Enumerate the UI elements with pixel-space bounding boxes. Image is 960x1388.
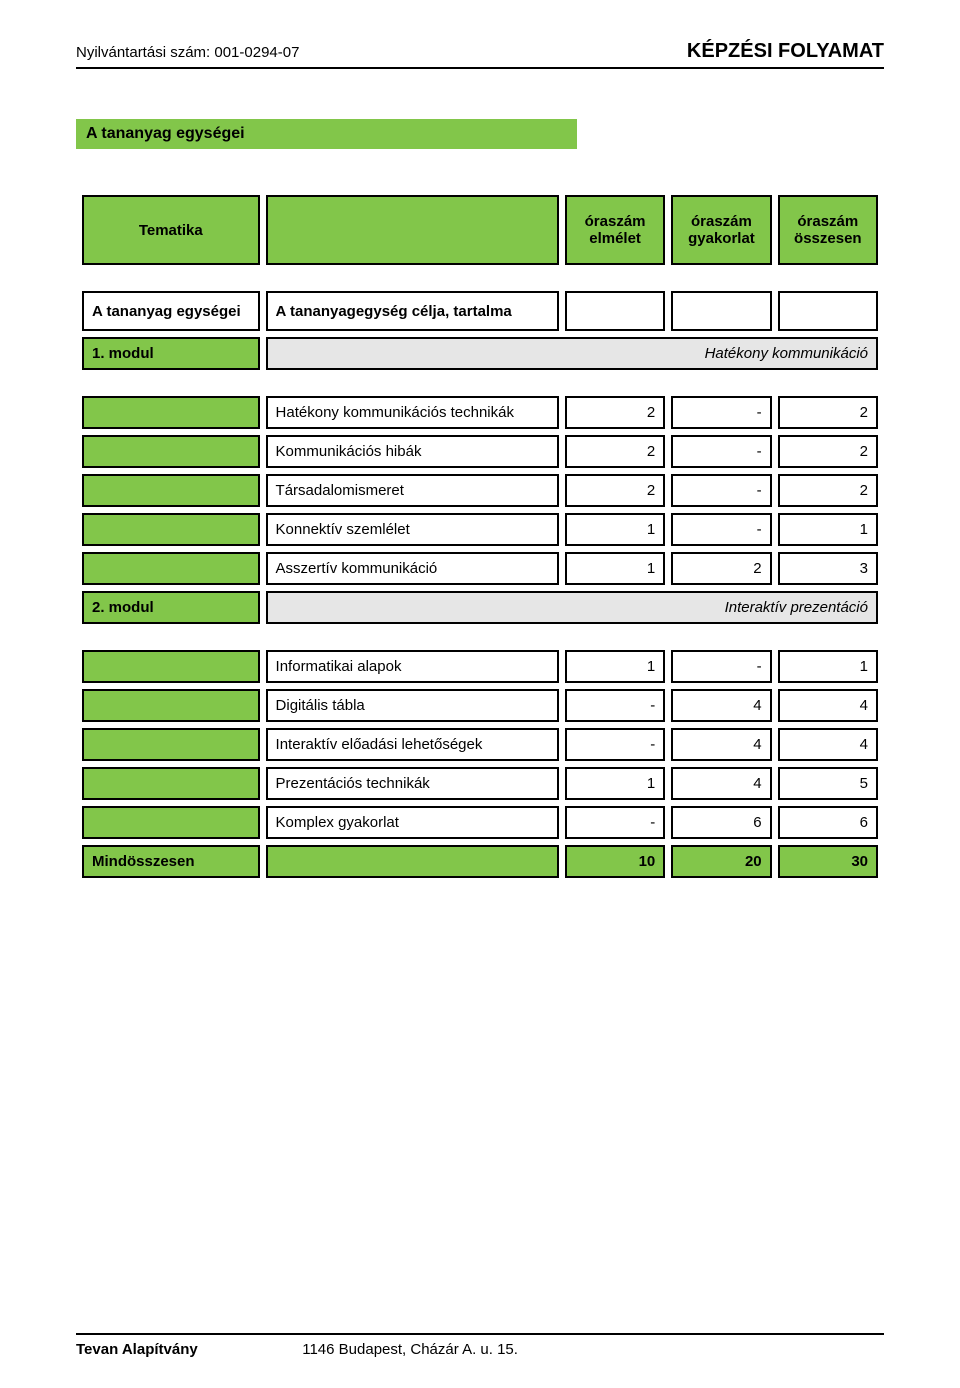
total-a: 10 — [565, 845, 665, 878]
row-c: 4 — [778, 689, 878, 722]
row-name: Konnektív szemlélet — [266, 513, 559, 546]
col-osszesen: óraszám összesen — [778, 195, 878, 265]
page: Nyilvántartási szám: 001-0294-07 KÉPZÉSI… — [0, 0, 960, 1388]
col-elmelet: óraszám elmélet — [565, 195, 665, 265]
col-tematika: Tematika — [82, 195, 260, 265]
row-a: - — [565, 728, 665, 761]
total-row: Mindösszesen 10 20 30 — [82, 845, 878, 878]
page-footer: Tevan Alapítvány 1146 Budapest, Cházár A… — [76, 1333, 884, 1358]
table-row: Digitális tábla - 4 4 — [82, 689, 878, 722]
table-row: Kommunikációs hibák 2 - 2 — [82, 435, 878, 468]
row-b: - — [671, 435, 771, 468]
units-e — [565, 291, 665, 331]
col-ossz-l1: óraszám — [797, 213, 858, 230]
row-b: 2 — [671, 552, 771, 585]
table-row: Interaktív előadási lehetőségek - 4 4 — [82, 728, 878, 761]
curriculum-table: Tematika óraszám elmélet óraszám gyakorl… — [76, 189, 884, 884]
row-a: 2 — [565, 474, 665, 507]
row-c: 6 — [778, 806, 878, 839]
module1-header: 1. modul Hatékony kommunikáció — [82, 337, 878, 370]
row-c: 4 — [778, 728, 878, 761]
row-a: 1 — [565, 513, 665, 546]
table-row: Informatikai alapok 1 - 1 — [82, 650, 878, 683]
row-name: Hatékony kommunikációs technikák — [266, 396, 559, 429]
row-a: 1 — [565, 767, 665, 800]
total-label: Mindösszesen — [82, 845, 260, 878]
col-spacer — [266, 195, 559, 265]
row-b: 4 — [671, 689, 771, 722]
table-row: Komplex gyakorlat - 6 6 — [82, 806, 878, 839]
col-elmelet-l2: elmélet — [589, 230, 641, 247]
units-right: A tananyagegység célja, tartalma — [266, 291, 559, 331]
row-left — [82, 650, 260, 683]
row-b: - — [671, 396, 771, 429]
table-header-row: Tematika óraszám elmélet óraszám gyakorl… — [82, 195, 878, 265]
units-row: A tananyag egységei A tananyagegység cél… — [82, 291, 878, 331]
total-c: 30 — [778, 845, 878, 878]
module2-title: Interaktív prezentáció — [266, 591, 878, 624]
row-a: 1 — [565, 552, 665, 585]
row-a: - — [565, 806, 665, 839]
table-row: Konnektív szemlélet 1 - 1 — [82, 513, 878, 546]
row-c: 2 — [778, 435, 878, 468]
page-title: KÉPZÉSI FOLYAMAT — [687, 40, 884, 63]
row-left — [82, 396, 260, 429]
row-name: Digitális tábla — [266, 689, 559, 722]
row-left — [82, 435, 260, 468]
row-a: 2 — [565, 396, 665, 429]
page-header: Nyilvántartási szám: 001-0294-07 KÉPZÉSI… — [76, 40, 884, 69]
row-b: - — [671, 513, 771, 546]
col-gyak-l2: gyakorlat — [688, 230, 755, 247]
footer-address: 1146 Budapest, Cházár A. u. 15. — [302, 1341, 518, 1358]
row-a: - — [565, 689, 665, 722]
row-left — [82, 474, 260, 507]
row-name: Kommunikációs hibák — [266, 435, 559, 468]
row-left — [82, 728, 260, 761]
table-row: Prezentációs technikák 1 4 5 — [82, 767, 878, 800]
total-b: 20 — [671, 845, 771, 878]
footer-org: Tevan Alapítvány — [76, 1341, 302, 1358]
row-b: 4 — [671, 767, 771, 800]
row-c: 2 — [778, 396, 878, 429]
table-row: Hatékony kommunikációs technikák 2 - 2 — [82, 396, 878, 429]
row-name: Prezentációs technikák — [266, 767, 559, 800]
row-name: Társadalomismeret — [266, 474, 559, 507]
row-c: 1 — [778, 513, 878, 546]
col-elmelet-l1: óraszám — [585, 213, 646, 230]
module2-header: 2. modul Interaktív prezentáció — [82, 591, 878, 624]
row-c: 2 — [778, 474, 878, 507]
units-left: A tananyag egységei — [82, 291, 260, 331]
col-gyak-l1: óraszám — [691, 213, 752, 230]
row-left — [82, 767, 260, 800]
row-b: 4 — [671, 728, 771, 761]
row-name: Informatikai alapok — [266, 650, 559, 683]
row-c: 5 — [778, 767, 878, 800]
row-a: 2 — [565, 435, 665, 468]
row-c: 3 — [778, 552, 878, 585]
row-left — [82, 513, 260, 546]
row-name: Interaktív előadási lehetőségek — [266, 728, 559, 761]
col-gyakorlat: óraszám gyakorlat — [671, 195, 771, 265]
registration-number: Nyilvántartási szám: 001-0294-07 — [76, 44, 299, 61]
total-spacer — [266, 845, 559, 878]
row-left — [82, 806, 260, 839]
row-b: 6 — [671, 806, 771, 839]
section-title: A tananyag egységei — [76, 119, 577, 149]
row-name: Komplex gyakorlat — [266, 806, 559, 839]
module2-label: 2. modul — [82, 591, 260, 624]
row-name: Asszertív kommunikáció — [266, 552, 559, 585]
table-row: Társadalomismeret 2 - 2 — [82, 474, 878, 507]
row-b: - — [671, 474, 771, 507]
module1-title: Hatékony kommunikáció — [266, 337, 878, 370]
col-ossz-l2: összesen — [794, 230, 862, 247]
table-row: Asszertív kommunikáció 1 2 3 — [82, 552, 878, 585]
module1-label: 1. modul — [82, 337, 260, 370]
row-b: - — [671, 650, 771, 683]
row-left — [82, 689, 260, 722]
units-g — [671, 291, 771, 331]
row-left — [82, 552, 260, 585]
row-c: 1 — [778, 650, 878, 683]
units-o — [778, 291, 878, 331]
row-a: 1 — [565, 650, 665, 683]
